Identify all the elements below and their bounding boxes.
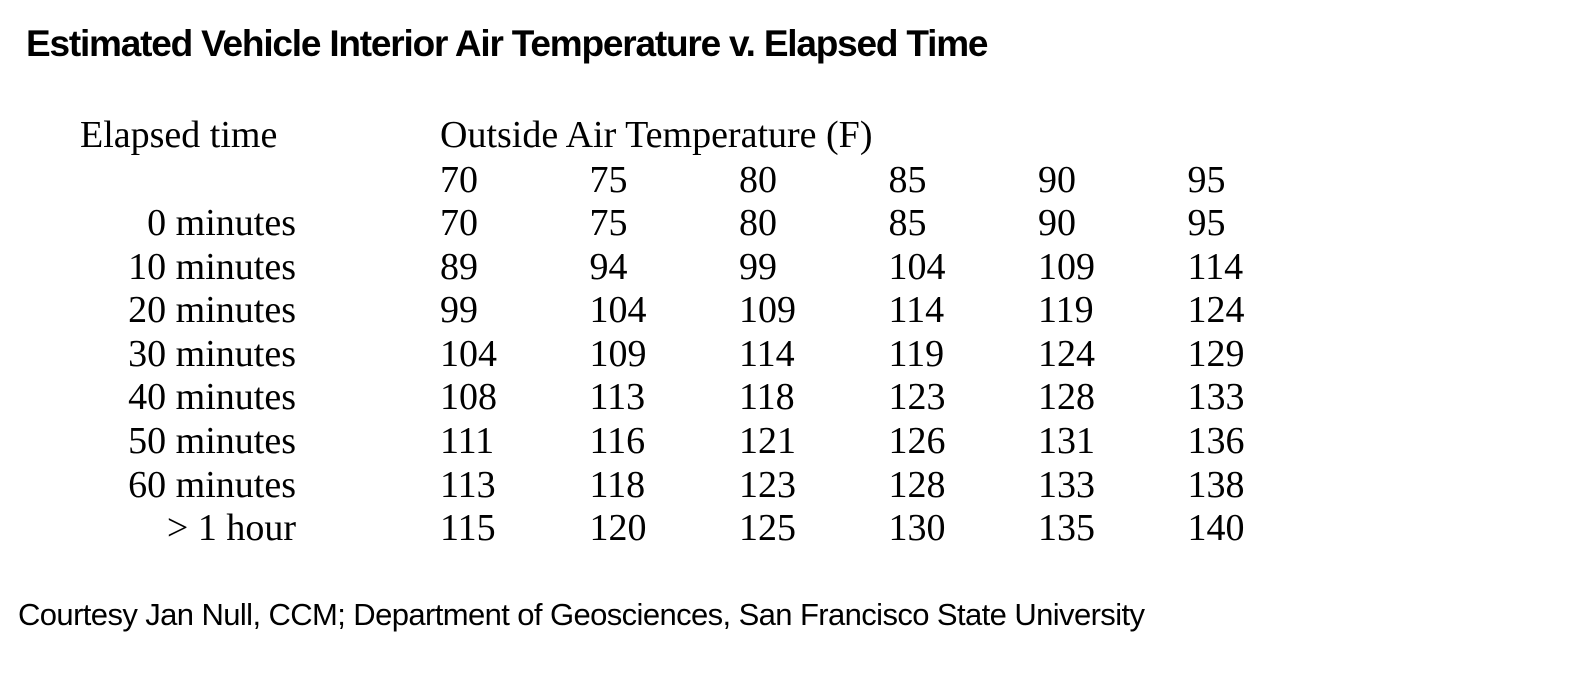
row-label: 60 minutes bbox=[128, 463, 296, 506]
row-label: 20 minutes bbox=[128, 289, 296, 332]
cell: 120 bbox=[589, 507, 647, 550]
cell: 114 bbox=[1187, 245, 1244, 288]
cell: 75 bbox=[589, 202, 628, 244]
cell: 114 bbox=[888, 289, 945, 332]
column-header: 90 bbox=[1038, 159, 1076, 201]
cell: 113 bbox=[440, 463, 496, 506]
column-group-header: Outside Air Temperature (F) bbox=[440, 114, 873, 156]
row-label: 0 minutes bbox=[147, 202, 296, 244]
cell: 90 bbox=[1038, 202, 1076, 244]
row-label: 10 minutes bbox=[128, 245, 296, 288]
cell: 104 bbox=[440, 332, 497, 375]
cell: 99 bbox=[440, 289, 478, 332]
cell: 123 bbox=[739, 463, 796, 506]
cell: 70 bbox=[440, 202, 478, 244]
cell: 125 bbox=[739, 507, 796, 550]
cell: 136 bbox=[1187, 420, 1245, 462]
cell: 85 bbox=[888, 202, 927, 244]
cell: 104 bbox=[888, 245, 946, 288]
title: Estimated Vehicle Interior Air Temperatu… bbox=[26, 23, 988, 64]
cell: 131 bbox=[1038, 420, 1095, 462]
column-header: 75 bbox=[589, 159, 628, 201]
cell: 121 bbox=[739, 420, 796, 462]
cell: 108 bbox=[440, 376, 497, 419]
cell: 133 bbox=[1187, 376, 1245, 419]
cell: 104 bbox=[589, 289, 647, 332]
cell: 123 bbox=[888, 376, 946, 419]
cell: 109 bbox=[1038, 245, 1095, 288]
cell: 114 bbox=[739, 332, 795, 375]
row-label: 30 minutes bbox=[128, 332, 296, 375]
cell: 129 bbox=[1187, 332, 1245, 375]
cell: 118 bbox=[739, 376, 795, 419]
cell: 133 bbox=[1038, 463, 1095, 506]
cell: 109 bbox=[739, 289, 796, 332]
cell: 140 bbox=[1187, 507, 1245, 550]
cell: 119 bbox=[888, 332, 945, 375]
column-header: 95 bbox=[1187, 159, 1226, 201]
cell: 119 bbox=[1038, 289, 1094, 332]
column-header: 85 bbox=[888, 159, 927, 201]
source: Courtesy Jan Null, CCM; Department of Ge… bbox=[18, 597, 1145, 632]
cell: 130 bbox=[888, 507, 946, 550]
cell: 124 bbox=[1187, 289, 1245, 332]
row-header: Elapsed time bbox=[80, 114, 278, 156]
cell: 126 bbox=[888, 420, 946, 462]
column-header: 80 bbox=[739, 159, 777, 201]
cell: 109 bbox=[589, 332, 647, 375]
cell: 95 bbox=[1187, 202, 1226, 244]
row-label: 40 minutes bbox=[128, 376, 296, 419]
cell: 118 bbox=[589, 463, 646, 506]
column-header: 70 bbox=[440, 159, 478, 201]
row-label: 50 minutes bbox=[128, 420, 296, 462]
cell: 128 bbox=[1038, 376, 1095, 419]
row-label: > 1 hour bbox=[166, 507, 296, 550]
cell: 89 bbox=[440, 245, 478, 288]
cell: 138 bbox=[1187, 463, 1245, 506]
cell: 80 bbox=[739, 202, 777, 244]
cell: 111 bbox=[440, 420, 495, 462]
cell: 99 bbox=[739, 245, 777, 288]
cell: 128 bbox=[888, 463, 946, 506]
cell: 113 bbox=[589, 376, 646, 419]
cell: 124 bbox=[1038, 332, 1095, 375]
cell: 135 bbox=[1038, 507, 1095, 550]
cell: 115 bbox=[440, 507, 496, 550]
cell: 116 bbox=[589, 420, 646, 462]
cell: 94 bbox=[589, 245, 628, 288]
